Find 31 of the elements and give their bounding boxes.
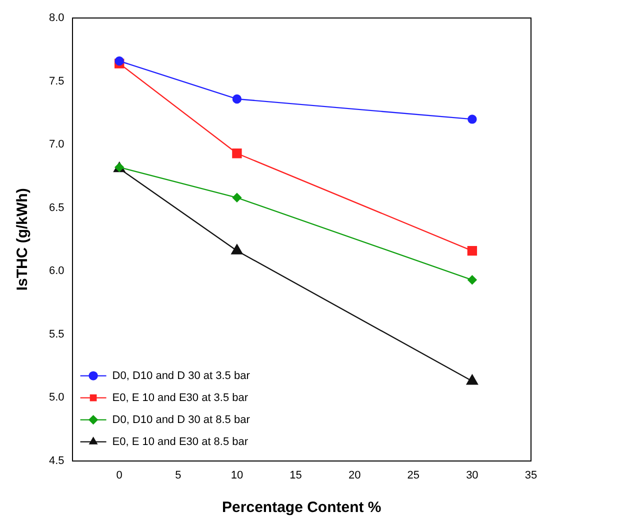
x-tick-label: 30 <box>466 469 478 482</box>
x-tick-label: 25 <box>407 469 420 482</box>
y-tick-label: 5.0 <box>48 392 64 404</box>
point <box>468 114 477 124</box>
point <box>114 56 124 66</box>
x-tick-label: 5 <box>175 469 182 482</box>
y-tick-label: 6.0 <box>48 265 64 278</box>
point <box>232 193 242 202</box>
y-tick-label: 7.5 <box>48 75 64 88</box>
point <box>231 244 243 254</box>
y-axis-title: IsTHC (g/kWh) <box>14 188 32 291</box>
x-axis-title: Percentage Content % <box>222 499 382 516</box>
point <box>467 246 478 256</box>
y-tick-label: 7.0 <box>48 138 64 151</box>
x-tick-label: 10 <box>230 469 244 482</box>
y-tick-label: 4.5 <box>48 454 64 467</box>
legend-label: D0, D10 and D 30 at 3.5 bar <box>112 370 250 382</box>
point <box>468 275 477 284</box>
legend-label: E0, E 10 and E30 at 3.5 bar <box>112 392 248 404</box>
y-tick-label: 6.5 <box>48 202 64 214</box>
legend-label: D0, D10 and D 30 at 8.5 bar <box>112 414 250 426</box>
y-tick-label: 8.0 <box>48 12 64 24</box>
point <box>232 148 242 158</box>
x-tick-label: 15 <box>290 469 302 482</box>
legend-label: E0, E 10 and E30 at 8.5 bar <box>112 436 248 448</box>
y-tick-label: 5.5 <box>48 328 64 340</box>
point <box>466 374 478 385</box>
x-tick-label: 20 <box>348 469 361 482</box>
point <box>232 94 242 104</box>
x-tick-label: 35 <box>524 469 538 482</box>
x-tick-label: 0 <box>116 469 122 482</box>
